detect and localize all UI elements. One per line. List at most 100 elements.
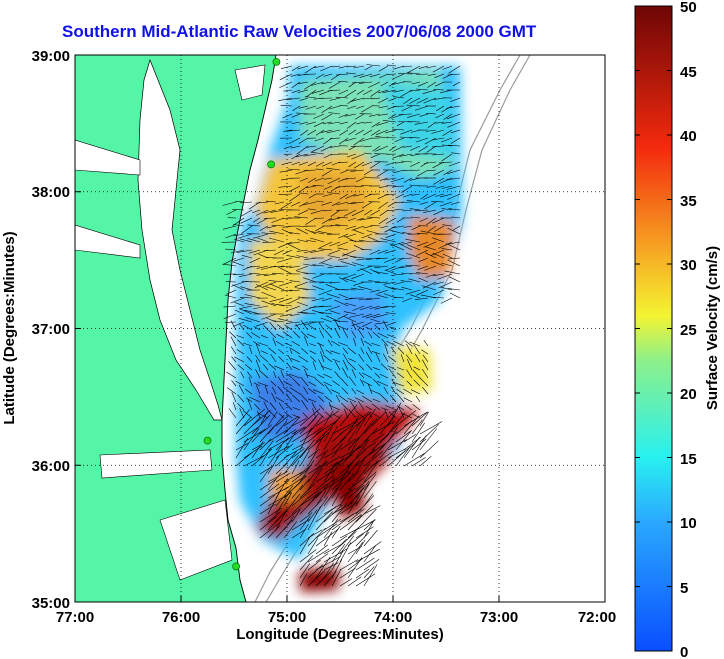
velocity-vector [444,270,461,275]
velocity-vector [447,121,461,128]
velocity-vector [311,81,325,86]
velocity-vector [322,193,333,197]
velocity-vector [423,193,437,200]
velocity-vector [331,201,341,206]
velocity-vector [282,249,293,255]
velocity-vector [350,97,365,102]
velocity-vector [375,321,389,325]
velocity-vector [298,192,309,195]
velocity-vector [257,382,269,387]
velocity-vector [323,373,333,379]
velocity-vector [327,177,341,185]
velocity-vector [291,496,310,515]
velocity-vector [415,137,429,143]
velocity-vector [226,371,237,379]
velocity-vector [303,263,317,267]
velocity-vector [435,193,445,197]
velocity-vector [374,145,389,152]
velocity-vector [438,241,453,249]
velocity-vector [423,340,429,347]
colorbar-tick: 0 [680,644,688,659]
velocity-vector [397,257,413,260]
velocity-vector [433,97,445,100]
velocity-vector [287,129,301,132]
velocity-vector [321,113,333,121]
velocity-vector [335,224,349,227]
velocity-vector [307,467,323,491]
velocity-vector [307,548,330,563]
velocity-vector [422,89,437,94]
velocity-vector [379,373,389,379]
velocity-vector [355,519,376,531]
velocity-vector [242,342,253,347]
colorbar-tick: 10 [680,515,697,532]
velocity-vector [384,257,397,263]
velocity-vector [347,477,365,491]
velocity-vector [307,324,317,331]
velocity-vector [274,201,285,205]
velocity-vector [291,418,307,427]
velocity-vector [275,454,290,467]
velocity-vector [323,153,333,159]
velocity-vector [348,358,357,363]
velocity-vector [269,265,285,268]
velocity-vector [393,382,405,387]
velocity-vector [406,380,413,387]
velocity-vector [292,377,301,387]
velocity-vector [406,104,421,107]
velocity-vector [427,121,437,128]
velocity-vector [296,249,309,252]
velocity-vector [380,225,389,229]
velocity-vector [388,411,397,419]
velocity-vector [383,386,389,395]
velocity-vector [252,341,261,347]
velocity-vector [352,305,365,311]
velocity-vector [390,265,405,271]
velocity-vector [441,262,453,267]
velocity-vector [315,556,331,579]
velocity-vector [292,105,301,112]
velocity-vector [369,73,381,78]
velocity-vector [381,338,389,347]
velocity-vector [409,137,421,139]
velocity-vector [278,97,293,102]
velocity-vector [363,564,378,587]
velocity-vector [347,361,357,371]
velocity-vector [332,320,349,323]
velocity-vector [400,354,405,363]
velocity-vector [275,519,293,539]
velocity-vector [291,467,310,483]
velocity-vector [442,129,453,136]
velocity-vector [255,359,261,371]
velocity-vector [306,145,317,148]
velocity-vector [283,145,293,150]
velocity-vector [323,518,339,539]
velocity-vector [279,73,293,80]
velocity-vector [226,387,237,395]
velocity-vector [282,386,293,395]
velocity-vector [306,239,317,243]
velocity-vector [411,422,425,443]
velocity-vector [347,420,362,443]
velocity-vector [315,460,327,475]
velocity-vector [263,401,269,411]
velocity-vector [391,113,405,119]
velocity-vector [299,549,317,563]
colorbar-tick: 45 [680,64,697,81]
velocity-vector [323,482,335,499]
velocity-vector [235,452,252,467]
velocity-vectors [221,64,461,587]
velocity-vector [409,341,421,347]
velocity-vector [382,120,397,123]
velocity-vector [385,405,397,411]
velocity-vector [276,304,293,307]
velocity-vector [328,121,341,125]
velocity-vector [275,485,294,507]
velocity-vector [370,225,381,227]
velocity-vector [426,185,437,188]
velocity-vector [304,65,317,74]
velocity-vector [231,392,237,403]
velocity-vector [315,452,326,467]
velocity-vector [257,342,269,347]
velocity-vector [232,402,237,411]
